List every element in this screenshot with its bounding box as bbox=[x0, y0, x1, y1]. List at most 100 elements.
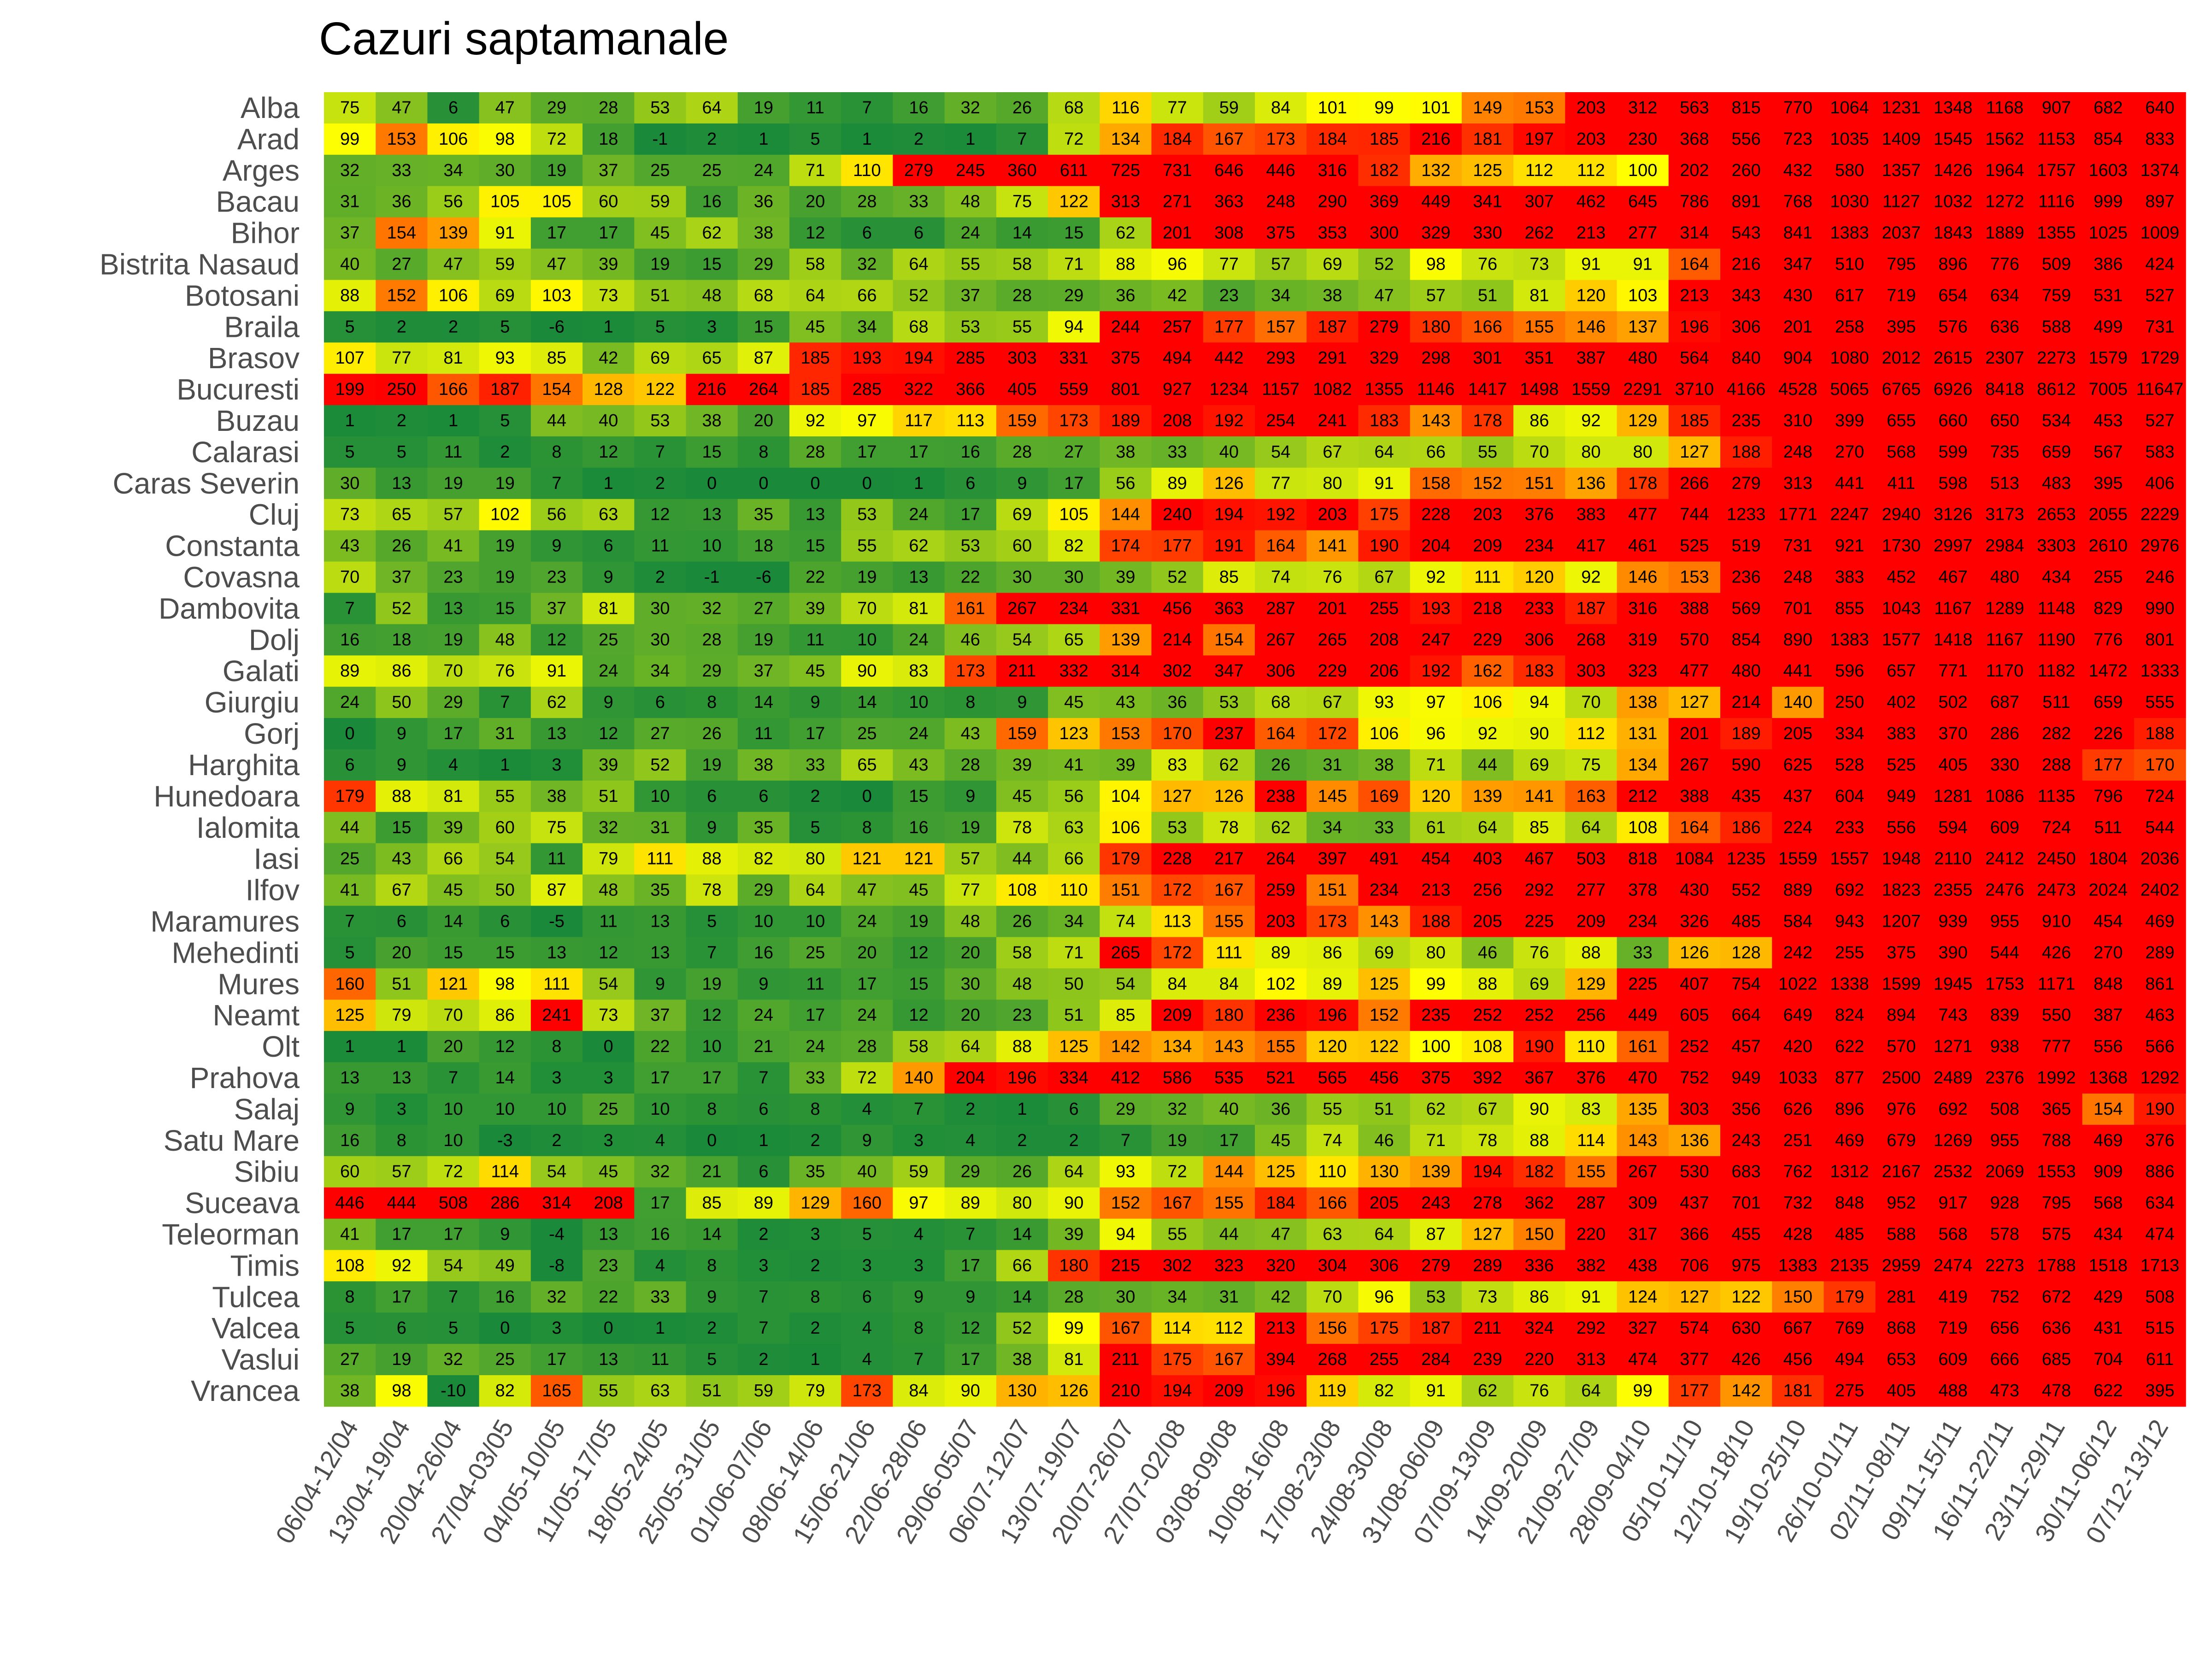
cell-value-label: 43 bbox=[340, 536, 359, 556]
cell-value-label: 85 bbox=[702, 1194, 722, 1213]
cell-value-label: 304 bbox=[1318, 1256, 1347, 1275]
cell-value-label: 33 bbox=[806, 755, 825, 775]
cell-value-label: 31 bbox=[1219, 1287, 1239, 1306]
heatmap-cell bbox=[1927, 280, 1979, 312]
cell-value-label: 30 bbox=[1012, 568, 1032, 587]
cell-value-label: 833 bbox=[2145, 129, 2174, 149]
cell-value-label: 174 bbox=[1111, 536, 1140, 556]
cell-value-label: 173 bbox=[1318, 912, 1347, 931]
heatmap-cell bbox=[479, 123, 531, 155]
heatmap-cell bbox=[2134, 123, 2186, 155]
cell-value-label: 153 bbox=[1111, 724, 1140, 743]
cell-value-label: 236 bbox=[1731, 568, 1760, 587]
cell-value-label: 76 bbox=[1530, 943, 1549, 962]
cell-value-label: 154 bbox=[542, 380, 571, 399]
cell-value-label: 234 bbox=[1628, 912, 1657, 931]
cell-value-label: 382 bbox=[1577, 1256, 1606, 1275]
cell-value-label: 161 bbox=[1628, 1037, 1657, 1056]
cell-value-label: -1 bbox=[704, 568, 720, 587]
cell-value-label: 244 bbox=[1111, 317, 1140, 336]
cell-value-label: 155 bbox=[1214, 912, 1243, 931]
cell-value-label: 126 bbox=[1680, 943, 1709, 962]
cell-value-label: 53 bbox=[650, 411, 670, 430]
cell-value-label: 91 bbox=[495, 224, 515, 243]
cell-value-label: 657 bbox=[1887, 661, 1916, 681]
cell-value-label: 25 bbox=[599, 630, 618, 649]
heatmap-cell bbox=[1461, 248, 1514, 281]
heatmap-cell bbox=[1565, 311, 1618, 343]
cell-value-label: 37 bbox=[650, 1006, 670, 1025]
cell-value-label: 152 bbox=[1473, 474, 1502, 493]
heatmap-cell bbox=[427, 248, 480, 281]
heatmap-cell bbox=[1461, 405, 1514, 437]
cell-value-label: 786 bbox=[1680, 192, 1709, 212]
cell-value-label: 73 bbox=[1530, 254, 1549, 274]
cell-value-label: 1729 bbox=[2141, 348, 2180, 368]
heatmap-cell bbox=[2082, 436, 2135, 468]
heatmap-cell bbox=[376, 467, 428, 500]
cell-value-label: 19 bbox=[857, 568, 877, 587]
cell-value-label: 150 bbox=[1525, 1225, 1554, 1244]
cell-value-label: 62 bbox=[1219, 755, 1239, 775]
cell-value-label: 494 bbox=[1163, 348, 1192, 368]
heatmap-cell bbox=[841, 311, 894, 343]
cell-value-label: 43 bbox=[1116, 693, 1135, 712]
cell-value-label: 235 bbox=[1421, 1006, 1450, 1025]
cell-value-label: 38 bbox=[1323, 286, 1342, 305]
cell-value-label: 72 bbox=[857, 1068, 877, 1088]
cell-value-label: 754 bbox=[1731, 974, 1760, 994]
cell-value-label: 2976 bbox=[2141, 536, 2180, 556]
heatmap-cell bbox=[1203, 342, 1255, 374]
cell-value-label: 52 bbox=[1168, 568, 1187, 587]
cell-value-label: 1231 bbox=[1882, 98, 1921, 118]
cell-value-label: 4 bbox=[655, 1256, 665, 1275]
cell-value-label: 205 bbox=[1370, 1194, 1399, 1213]
cell-value-label: 2110 bbox=[1934, 849, 1972, 869]
cell-value-label: 395 bbox=[2145, 1381, 2174, 1400]
cell-value-label: 559 bbox=[1059, 380, 1088, 399]
cell-value-label: 180 bbox=[1421, 317, 1450, 336]
cell-value-label: 70 bbox=[857, 599, 877, 618]
cell-value-label: 26 bbox=[1012, 98, 1032, 118]
row-label: Mures bbox=[218, 967, 300, 1000]
cell-value-label: 667 bbox=[1783, 1318, 1812, 1338]
cell-value-label: 32 bbox=[547, 1287, 566, 1306]
cell-value-label: 51 bbox=[599, 787, 618, 806]
heatmap-cell bbox=[841, 186, 894, 218]
cell-value-label: 383 bbox=[1577, 505, 1606, 524]
cell-value-label: 588 bbox=[2042, 317, 2071, 336]
cell-value-label: 375 bbox=[1421, 1068, 1450, 1088]
cell-value-label: 319 bbox=[1628, 630, 1657, 649]
heatmap-cell bbox=[1617, 217, 1669, 249]
heatmap-cell bbox=[2082, 405, 2135, 437]
heatmap-cell bbox=[1617, 311, 1669, 343]
cell-value-label: -1 bbox=[653, 129, 668, 149]
cell-value-label: 406 bbox=[2145, 474, 2174, 493]
heatmap-cell bbox=[1358, 311, 1411, 343]
cell-value-label: 44 bbox=[1478, 755, 1497, 775]
cell-value-label: 45 bbox=[1012, 787, 1032, 806]
cell-value-label: 279 bbox=[1370, 317, 1399, 336]
cell-value-label: 55 bbox=[599, 1381, 618, 1400]
heatmap-cell bbox=[1875, 186, 1928, 218]
cell-value-label: 509 bbox=[2042, 254, 2071, 274]
cell-value-label: 31 bbox=[340, 192, 359, 212]
cell-value-label: 289 bbox=[1473, 1256, 1502, 1275]
cell-value-label: 474 bbox=[1628, 1350, 1657, 1369]
heatmap-cell bbox=[686, 405, 738, 437]
cell-value-label: 2037 bbox=[1882, 224, 1921, 243]
cell-value-label: 278 bbox=[1473, 1194, 1502, 1213]
cell-value-label: 59 bbox=[495, 254, 515, 274]
cell-value-label: 687 bbox=[1990, 693, 2019, 712]
heatmap-cell bbox=[479, 248, 531, 281]
cell-value-label: 366 bbox=[1680, 1225, 1709, 1244]
cell-value-label: 19 bbox=[909, 912, 928, 931]
cell-value-label: 19 bbox=[495, 568, 515, 587]
heatmap-cell bbox=[1720, 280, 1772, 312]
heatmap-cell bbox=[1410, 154, 1462, 187]
cell-value-label: 649 bbox=[1783, 1006, 1812, 1025]
cell-value-label: 47 bbox=[495, 98, 515, 118]
row-label: Suceava bbox=[185, 1187, 300, 1220]
cell-value-label: 2307 bbox=[1985, 348, 2024, 368]
cell-value-label: 10 bbox=[754, 912, 773, 931]
